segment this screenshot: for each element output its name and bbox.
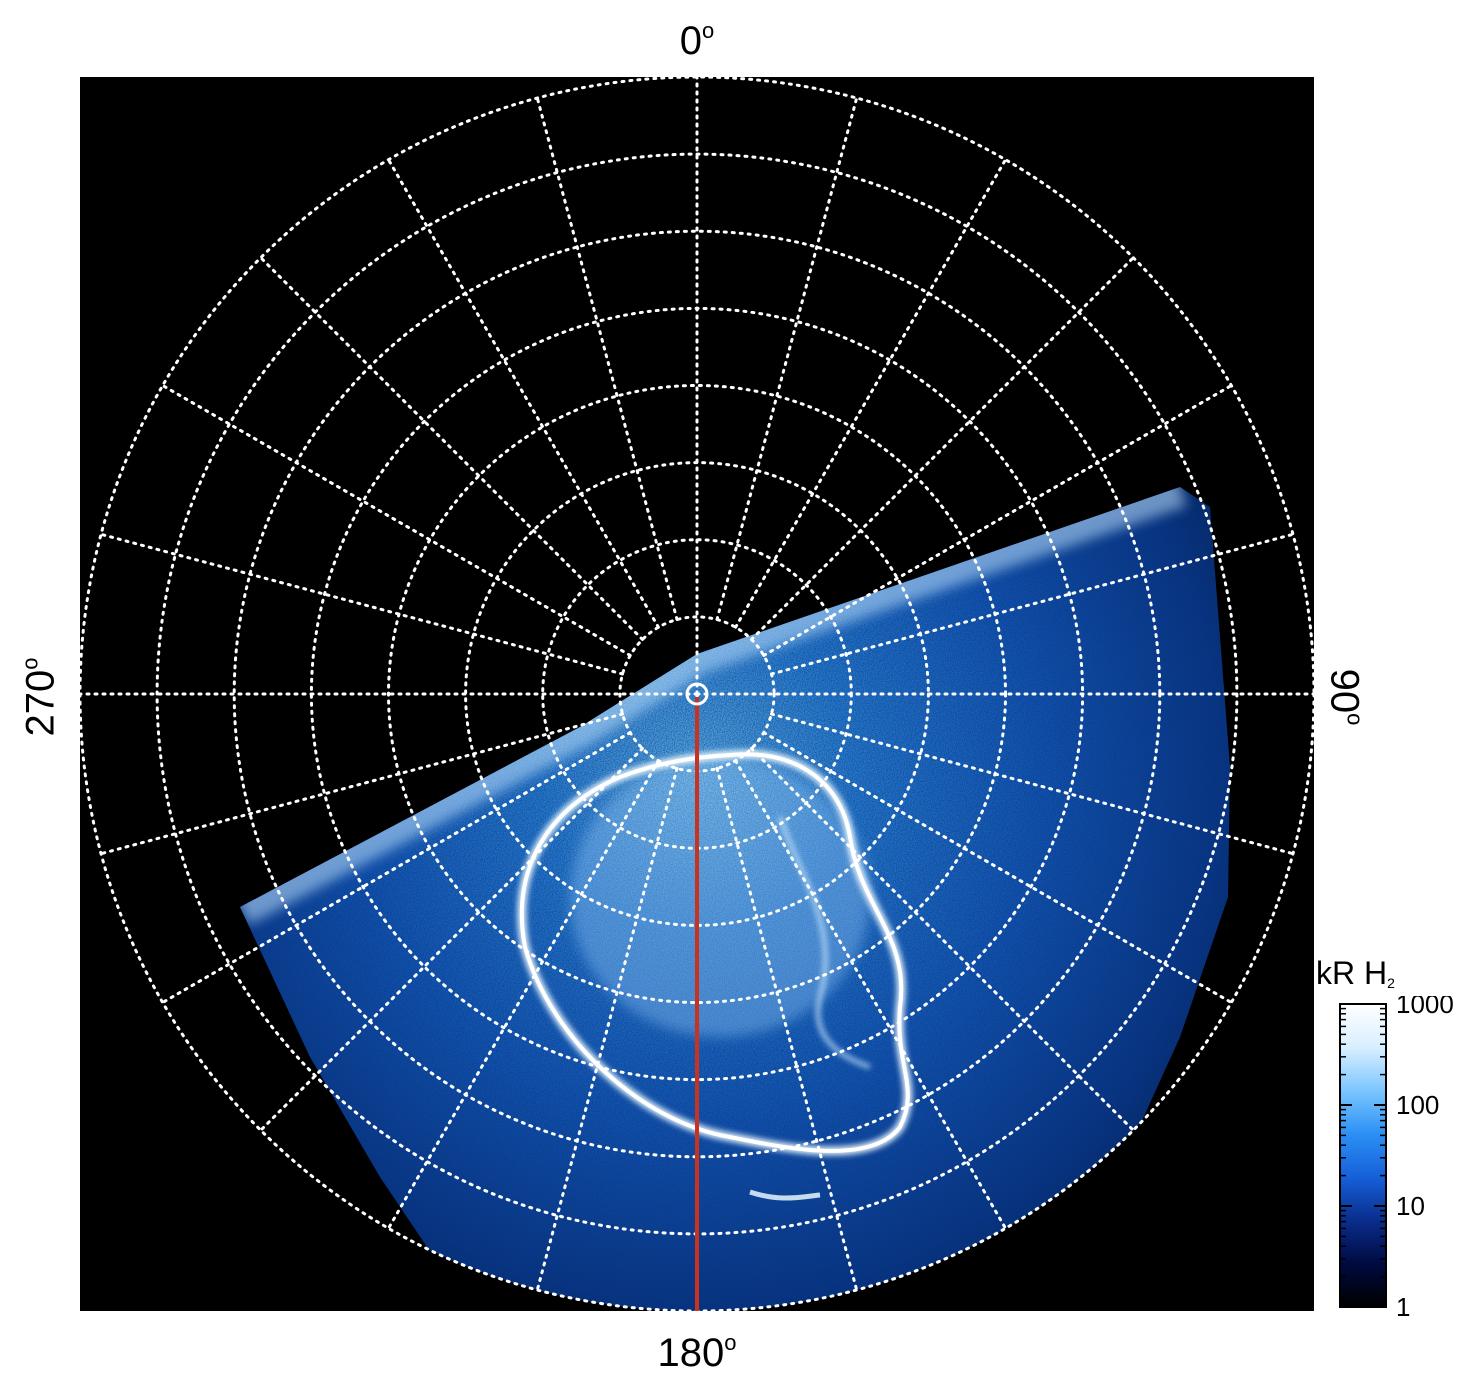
meridian-line <box>99 532 624 676</box>
meridian-line <box>734 759 1007 1230</box>
meridian-line <box>161 731 632 1004</box>
meridian-line <box>387 759 660 1230</box>
colorbar-tick-label: 10 <box>1396 1191 1425 1221</box>
meridian-line <box>259 256 644 641</box>
meridian-line <box>734 158 1007 629</box>
meridian-line <box>750 256 1135 641</box>
meridian-line <box>770 532 1295 676</box>
colorbar: 1 10 100 1000 <box>1339 996 1454 1316</box>
meridian-line <box>387 158 660 629</box>
latitude-longitude-grid <box>80 77 1314 1311</box>
meridian-line <box>770 712 1295 856</box>
meridian-line <box>161 384 632 657</box>
meridian-line <box>762 731 1233 1004</box>
meridian-line <box>715 767 859 1292</box>
longitude-label-left: 270o <box>17 657 63 737</box>
colorbar-title: kR H2 <box>1316 955 1395 991</box>
colorbar-tick-label: 100 <box>1396 1090 1439 1120</box>
colorbar-tick-label: 1000 <box>1396 996 1454 1019</box>
meridian-line <box>750 747 1135 1132</box>
longitude-label-bottom: 180o <box>657 1330 737 1375</box>
polar-projection-image <box>80 77 1314 1311</box>
colorbar-gradient <box>1339 1003 1387 1308</box>
longitude-label-right: 90o <box>1322 668 1368 726</box>
meridian-line <box>535 767 679 1292</box>
colorbar-tick-label: 1 <box>1396 1292 1410 1316</box>
meridian-line <box>762 384 1233 657</box>
longitude-label-top: 0o <box>679 18 715 63</box>
meridian-line <box>99 712 624 856</box>
polar-plot-svg <box>80 77 1314 1311</box>
meridian-line <box>715 96 859 621</box>
meridian-line <box>535 96 679 621</box>
meridian-line <box>259 747 644 1132</box>
latitude-circle <box>387 384 1007 1004</box>
pole-marker <box>685 682 709 706</box>
